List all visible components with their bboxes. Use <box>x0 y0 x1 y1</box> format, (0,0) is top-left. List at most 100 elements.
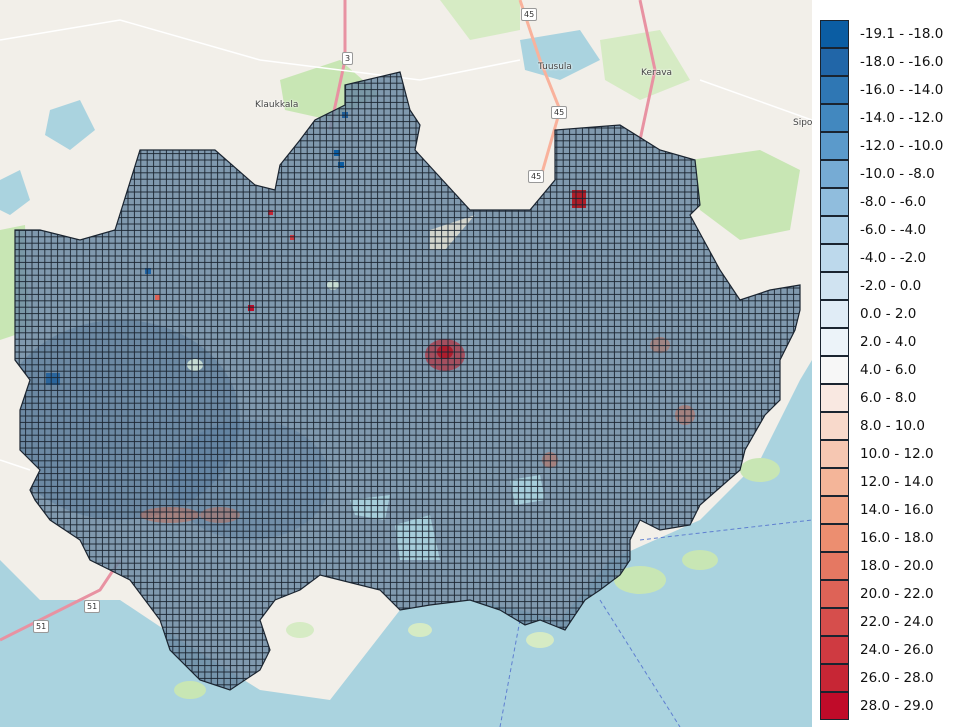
island <box>408 623 432 637</box>
sea-lake-3 <box>0 170 30 215</box>
legend-item: -16.0 - -14.0 <box>820 76 976 104</box>
legend-item: 26.0 - 28.0 <box>820 664 976 692</box>
legend-item: -12.0 - -10.0 <box>820 132 976 160</box>
road-shield: 51 <box>84 600 101 613</box>
sea-area <box>0 360 812 727</box>
legend-swatch <box>820 104 849 132</box>
road-shield: 3 <box>342 52 354 65</box>
legend-label: -16.0 - -14.0 <box>860 82 944 98</box>
legend-label: -14.0 - -12.0 <box>860 110 944 126</box>
legend-swatch <box>820 384 849 412</box>
legend-label: 26.0 - 28.0 <box>860 670 934 686</box>
legend-label: 28.0 - 29.0 <box>860 698 934 714</box>
legend-item: 2.0 - 4.0 <box>820 328 976 356</box>
legend-label: -19.1 - -18.0 <box>860 26 944 42</box>
legend-label: 6.0 - 8.0 <box>860 390 917 406</box>
legend-swatch <box>820 692 849 720</box>
legend-label: -6.0 - -4.0 <box>860 222 927 238</box>
legend-label: 22.0 - 24.0 <box>860 614 934 630</box>
road-shield: 45 <box>521 8 538 21</box>
place-label-sipo: Sipo <box>793 118 812 128</box>
legend-swatch <box>820 552 849 580</box>
legend-swatch <box>820 244 849 272</box>
place-label-kerava: Kerava <box>641 68 673 78</box>
legend-swatch <box>820 188 849 216</box>
legend-item: 0.0 - 2.0 <box>820 300 976 328</box>
legend-swatch <box>820 76 849 104</box>
legend-label: 14.0 - 16.0 <box>860 502 934 518</box>
legend-item: 12.0 - 14.0 <box>820 468 976 496</box>
legend-item: 18.0 - 20.0 <box>820 552 976 580</box>
legend-item: -2.0 - 0.0 <box>820 272 976 300</box>
road-motorway <box>638 0 657 141</box>
legend-item: 28.0 - 29.0 <box>820 692 976 720</box>
legend-swatch <box>820 160 849 188</box>
legend-item: 4.0 - 6.0 <box>820 356 976 384</box>
legend-swatch <box>820 20 849 48</box>
legend-item: -4.0 - -2.0 <box>820 244 976 272</box>
legend-item: 6.0 - 8.0 <box>820 384 976 412</box>
legend-label: 20.0 - 22.0 <box>860 586 934 602</box>
legend-swatch <box>820 328 849 356</box>
island <box>174 681 206 699</box>
forest-area-4 <box>440 0 520 40</box>
legend-item: -19.1 - -18.0 <box>820 20 976 48</box>
legend-label: -4.0 - -2.0 <box>860 250 927 266</box>
legend-item: 20.0 - 22.0 <box>820 580 976 608</box>
sea-lake-2 <box>520 30 600 80</box>
legend-item: 14.0 - 16.0 <box>820 496 976 524</box>
forest-area-5 <box>600 30 690 100</box>
legend-label: -18.0 - -16.0 <box>860 54 944 70</box>
legend-label: 4.0 - 6.0 <box>860 362 917 378</box>
legend-swatch <box>820 636 849 664</box>
legend-label: 18.0 - 20.0 <box>860 558 934 574</box>
road-trunk <box>518 0 562 181</box>
legend-swatch <box>820 412 849 440</box>
legend-label: 0.0 - 2.0 <box>860 306 917 322</box>
legend-item: 22.0 - 24.0 <box>820 608 976 636</box>
legend-label: 12.0 - 14.0 <box>860 474 934 490</box>
legend-panel: -19.1 - -18.0 -18.0 - -16.0 -16.0 - -14.0 -… <box>812 0 976 727</box>
legend-item: 16.0 - 18.0 <box>820 524 976 552</box>
legend-swatch <box>820 272 849 300</box>
legend-swatch <box>820 132 849 160</box>
basemap <box>0 0 812 727</box>
legend-swatch <box>820 608 849 636</box>
legend-item: 8.0 - 10.0 <box>820 412 976 440</box>
place-label-tuusula: Tuusula <box>538 62 572 72</box>
legend-label: -12.0 - -10.0 <box>860 138 944 154</box>
island <box>286 622 314 638</box>
legend-swatch <box>820 664 849 692</box>
legend-label: -2.0 - 0.0 <box>860 278 922 294</box>
road-shield: 45 <box>528 170 545 183</box>
legend-item: -14.0 - -12.0 <box>820 104 976 132</box>
legend-label: 24.0 - 26.0 <box>860 642 934 658</box>
place-label-klaukkala: Klaukkala <box>255 100 299 110</box>
island <box>740 458 780 482</box>
legend-item: -10.0 - -8.0 <box>820 160 976 188</box>
ferry-route <box>639 519 812 541</box>
map-view[interactable]: Tuusula Kerava Klaukkala Sipo 45 3 45 45… <box>0 0 812 727</box>
legend-item: -18.0 - -16.0 <box>820 48 976 76</box>
legend-label: 8.0 - 10.0 <box>860 418 925 434</box>
forest-area-1 <box>690 150 800 240</box>
island <box>614 566 666 594</box>
legend-item: -8.0 - -6.0 <box>820 188 976 216</box>
road-minor <box>0 459 31 471</box>
legend-swatch <box>820 48 849 76</box>
sea-lake-1 <box>45 100 95 150</box>
legend-label: 10.0 - 12.0 <box>860 446 934 462</box>
road-minor <box>0 19 521 81</box>
legend-label: -10.0 - -8.0 <box>860 166 935 182</box>
legend-swatch <box>820 580 849 608</box>
road-shield: 45 <box>551 106 568 119</box>
legend-swatch <box>820 524 849 552</box>
legend-swatch <box>820 440 849 468</box>
island <box>526 632 554 648</box>
legend-item: 10.0 - 12.0 <box>820 440 976 468</box>
legend-swatch <box>820 356 849 384</box>
legend-label: 2.0 - 4.0 <box>860 334 917 350</box>
road-shield: 51 <box>33 620 50 633</box>
legend-label: -8.0 - -6.0 <box>860 194 927 210</box>
road-minor <box>699 79 812 121</box>
